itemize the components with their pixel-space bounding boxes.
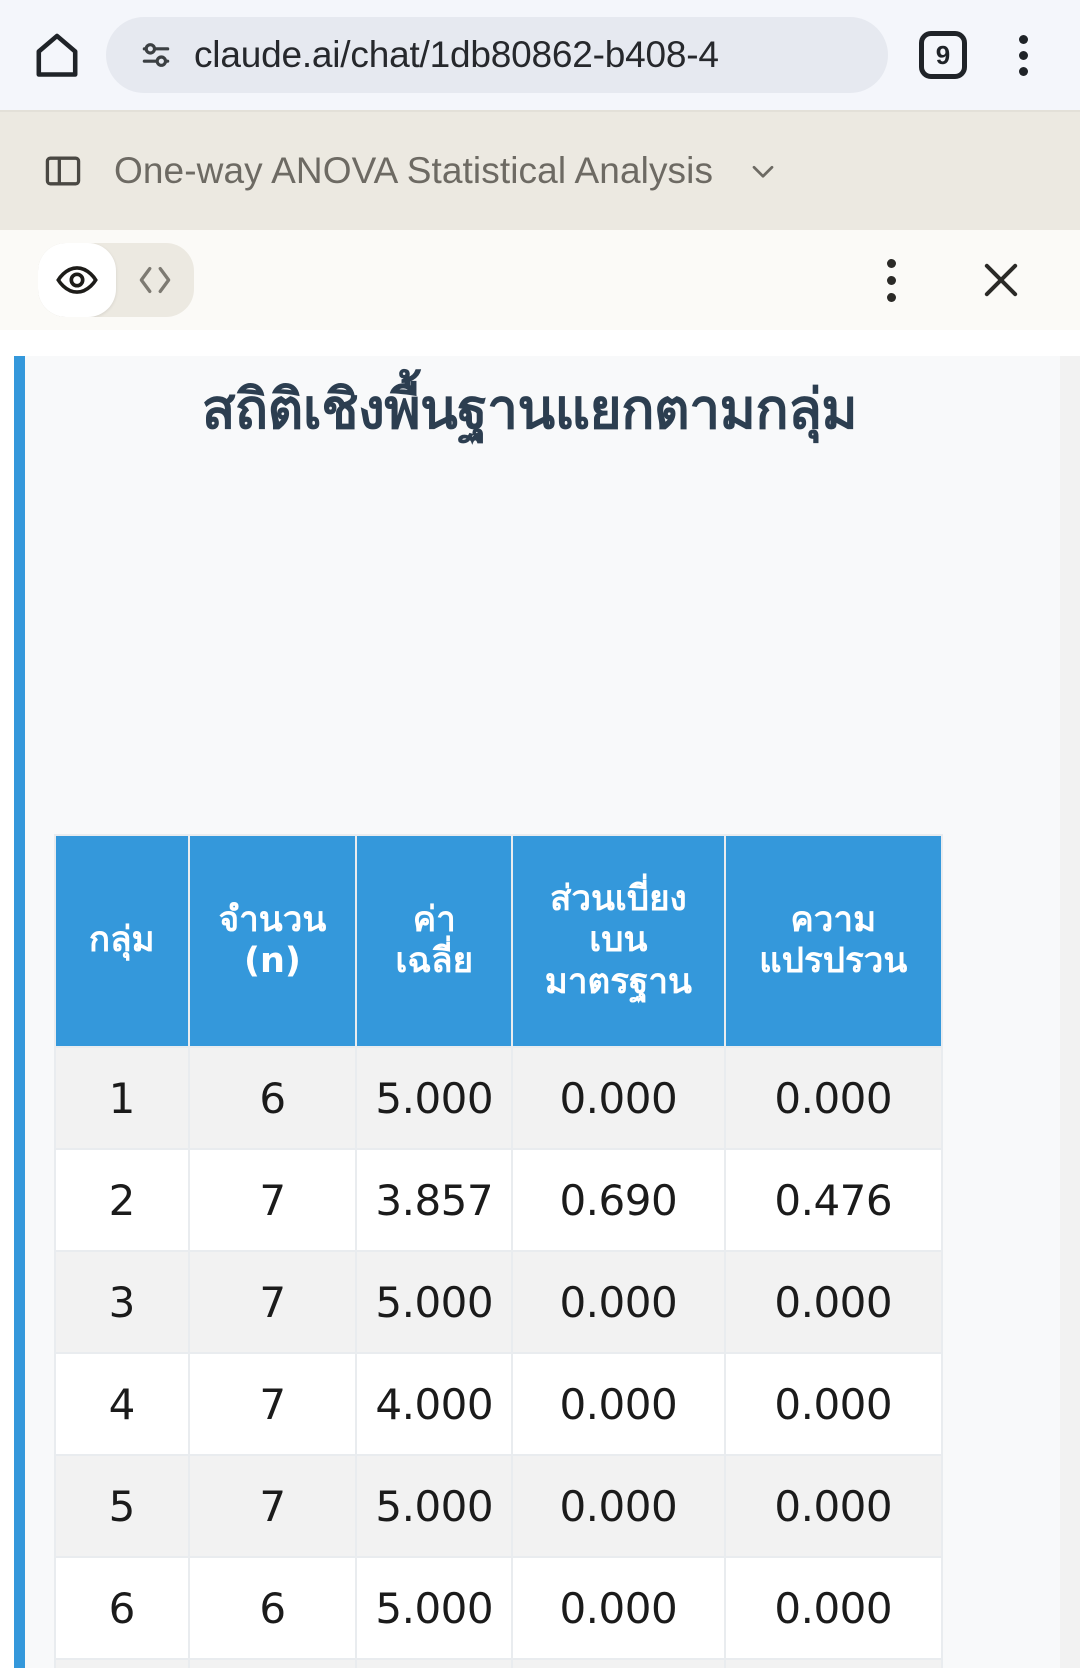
table-col-header-1: กลุ่ม [54,834,190,1048]
kebab-dot [1018,34,1028,44]
code-tab-button[interactable] [116,243,194,317]
tab-count-label: 9 [919,31,967,79]
table-col-header-3: ค่า เฉลี่ย [355,834,514,1048]
url-text[interactable]: claude.ai/chat/1db80862-b408-4 [194,34,719,75]
table-cell-c2: 6 [187,1658,358,1668]
stats-table: กลุ่ม จำนวน (n) ค่า เฉลี่ย ส่วนเบี่ยง เบน มาตรฐ… [54,834,944,1668]
table-cell-c4: 0.690 [511,1148,726,1252]
artifact-toolbar [0,230,1080,330]
table-cell-c5: 0.000 [723,1046,944,1150]
table-cell-c1: 3 [54,1250,190,1354]
table-cell-c4: 0.000 [511,1352,726,1456]
chevron-down-icon[interactable] [745,153,781,189]
table-cell-c2: 7 [187,1454,358,1558]
table-cell-c5: 0.000 [723,1250,944,1354]
table-cell-c4: 0.000 [511,1454,726,1558]
table-cell-c5: 0.000 [723,1556,944,1660]
table-cell-c3: 5.000 [355,1658,514,1668]
table-cell-c3: 4.000 [355,1352,514,1456]
table-cell-c3: 5.000 [355,1556,514,1660]
artifact-toolbar-actions [868,252,1042,308]
table-cell-c5: 0.000 [723,1658,944,1668]
table-cell-c2: 7 [187,1148,358,1252]
table-cell-c2: 7 [187,1250,358,1354]
tab-switcher-button[interactable]: 9 [914,26,972,84]
table-col-header-5: ความ แปรปรวน [723,834,944,1048]
home-icon[interactable] [26,24,88,86]
table-row: 5 7 5.000 0.000 0.000 [54,1454,944,1558]
table-cell-c4: 0.000 [511,1250,726,1354]
stats-table-container[interactable]: กลุ่ม จำนวน (n) ค่า เฉลี่ย ส่วนเบี่ยง เบน มาตรฐ… [54,834,1054,1668]
table-row: 4 7 4.000 0.000 0.000 [54,1352,944,1456]
table-cell-c1: 7 [54,1658,190,1668]
artifact-header: One-way ANOVA Statistical Analysis [0,110,1080,230]
table-header: กลุ่ม จำนวน (n) ค่า เฉลี่ย ส่วนเบี่ยง เบน มาตรฐ… [54,834,944,1048]
table-row: 3 7 5.000 0.000 0.000 [54,1250,944,1354]
artifact-content-viewport[interactable]: สถิติเชิงพื้นฐานแยกตามกลุ่ม กลุ่ม จำนวน (n… [0,330,1080,1668]
browser-menu-icon[interactable] [992,24,1054,86]
table-cell-c5: 0.476 [723,1148,944,1252]
table-header-row: กลุ่ม จำนวน (n) ค่า เฉลี่ย ส่วนเบี่ยง เบน มาตรฐ… [54,834,944,1048]
table-cell-c2: 6 [187,1556,358,1660]
table-cell-c4: 0.000 [511,1046,726,1150]
tune-icon[interactable] [136,35,176,75]
artifact-menu-icon[interactable] [868,252,914,308]
table-cell-c5: 0.000 [723,1454,944,1558]
kebab-dot [886,292,896,302]
omnibox[interactable]: claude.ai/chat/1db80862-b408-4 [106,17,888,93]
table-cell-c1: 5 [54,1454,190,1558]
eye-icon [55,258,99,302]
table-cell-c4: 0.000 [511,1658,726,1668]
browser-url-bar: claude.ai/chat/1db80862-b408-4 9 [0,0,1080,110]
table-cell-c4: 0.000 [511,1556,726,1660]
table-cell-c3: 3.857 [355,1148,514,1252]
table-cell-c1: 2 [54,1148,190,1252]
close-icon[interactable] [974,253,1028,307]
table-body: 1 6 5.000 0.000 0.000 2 7 3.857 0.690 0.476 3 7 5.00… [54,1046,944,1668]
table-cell-c5: 0.000 [723,1352,944,1456]
table-row: 6 6 5.000 0.000 0.000 [54,1556,944,1660]
table-cell-c2: 7 [187,1352,358,1456]
table-col-header-2: จำนวน (n) [187,834,358,1048]
table-cell-c1: 6 [54,1556,190,1660]
table-cell-c3: 5.000 [355,1250,514,1354]
preview-tab-button[interactable] [38,243,116,317]
kebab-dot [1018,66,1028,76]
side-panel-icon[interactable] [40,148,86,194]
kebab-dot [1018,50,1028,60]
table-row: 2 7 3.857 0.690 0.476 [54,1148,944,1252]
table-cell-c3: 5.000 [355,1454,514,1558]
table-row: 1 6 5.000 0.000 0.000 [54,1046,944,1150]
viewport-right-gutter-top [922,330,1080,356]
code-brackets-icon [134,259,176,301]
table-cell-c3: 5.000 [355,1046,514,1150]
table-cell-c1: 4 [54,1352,190,1456]
table-cell-c2: 6 [187,1046,358,1150]
table-cell-c1: 1 [54,1046,190,1150]
table-col-header-4: ส่วนเบี่ยง เบน มาตรฐาน [511,834,726,1048]
artifact-title: One-way ANOVA Statistical Analysis [114,150,714,191]
kebab-dot [886,275,896,285]
view-mode-switch [38,243,194,317]
kebab-dot [886,258,896,268]
page-title: สถิติเชิงพื้นฐานแยกตามกลุ่ม [201,377,858,441]
